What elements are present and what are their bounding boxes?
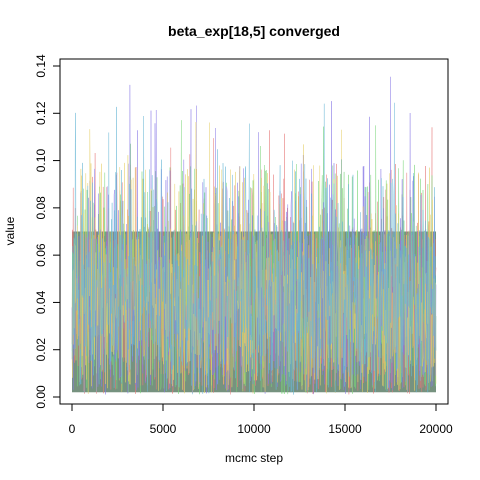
chart-title: beta_exp[18,5] converged bbox=[168, 23, 340, 39]
y-tick-label: 0.00 bbox=[34, 385, 48, 409]
x-axis-label: mcmc step bbox=[225, 451, 283, 465]
x-tick-label: 10000 bbox=[237, 422, 271, 436]
y-tick-label: 0.06 bbox=[34, 243, 48, 267]
y-axis-label: value bbox=[3, 216, 17, 245]
y-tick-label: 0.08 bbox=[34, 196, 48, 220]
x-tick-label: 5000 bbox=[150, 422, 177, 436]
y-tick-label: 0.14 bbox=[34, 54, 48, 78]
y-axis: 0.00 0.02 0.04 0.06 0.08 0.10 0.12 0.14 bbox=[34, 54, 61, 409]
x-axis: 0 5000 10000 15000 20000 bbox=[69, 403, 453, 436]
y-tick-label: 0.10 bbox=[34, 149, 48, 173]
y-tick-label: 0.02 bbox=[34, 338, 48, 362]
chain-trace-5 bbox=[71, 102, 437, 395]
x-tick-label: 20000 bbox=[419, 422, 453, 436]
trace-lines bbox=[71, 76, 437, 395]
y-tick-label: 0.12 bbox=[34, 101, 48, 125]
x-tick-label: 15000 bbox=[328, 422, 362, 436]
x-tick-label: 0 bbox=[69, 422, 76, 436]
y-tick-label: 0.04 bbox=[34, 290, 48, 314]
